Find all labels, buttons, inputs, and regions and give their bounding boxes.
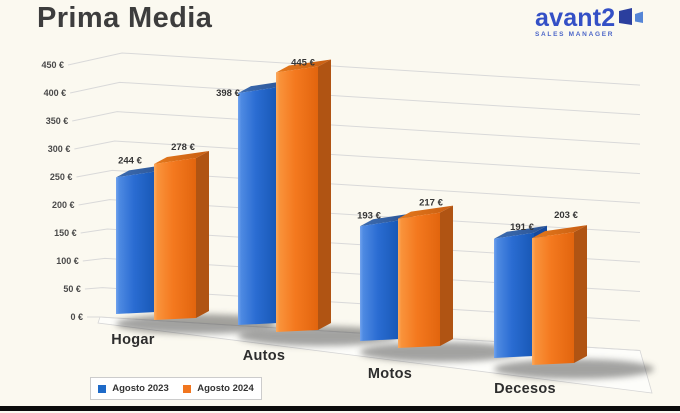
y-axis-tick-label: 250 € — [50, 172, 73, 182]
y-axis-tick-label: 400 € — [44, 88, 67, 98]
bar-value-label: 445 € — [291, 57, 315, 68]
grid-line — [72, 111, 641, 145]
bar-motos-agosto-2024-top-face — [398, 205, 453, 219]
bar-value-label: 191 € — [510, 222, 534, 233]
y-axis-tick-label: 0 € — [70, 312, 83, 322]
bar-value-label: 203 € — [554, 210, 578, 221]
y-axis-tick-label: 50 € — [63, 284, 81, 294]
bar-hogar-agosto-2023-front-face — [116, 171, 156, 314]
page-title: Prima Media — [37, 2, 213, 34]
grid-line — [84, 287, 641, 322]
bar-hogar-agosto-2024-side-face — [196, 150, 209, 318]
y-axis-tick-label: 200 € — [52, 200, 75, 210]
bar-value-label: 193 € — [357, 210, 381, 221]
bar-motos-agosto-2023-front-face — [360, 220, 400, 341]
bar-decesos-agosto-2023-top-face — [494, 225, 547, 239]
grid-line — [76, 169, 641, 204]
grid-line — [82, 257, 641, 293]
bar-motos-agosto-2024-side-face — [440, 205, 453, 346]
bar-autos-agosto-2023-front-face — [238, 87, 278, 326]
bar-value-label: 217 € — [419, 198, 443, 209]
bar-autos-agosto-2024-front-face — [276, 66, 318, 332]
y-axis-tick-label: 100 € — [56, 256, 79, 266]
legend-item-agosto-2024: Agosto 2024 — [183, 383, 254, 394]
logo-row: avant2 — [535, 4, 646, 32]
grid-line — [67, 52, 641, 86]
grid-line — [87, 316, 641, 351]
category-label-decesos: Decesos — [494, 381, 556, 397]
bar-decesos-agosto-2024-front-face — [532, 232, 574, 365]
category-label-motos: Motos — [368, 366, 412, 382]
category-label-hogar: Hogar — [111, 332, 154, 348]
logo: avant2 SALES MANAGER — [535, 6, 646, 38]
bar-autos-agosto-2024-top-face — [276, 59, 331, 73]
y-axis-tick-label: 300 € — [48, 144, 71, 154]
grid-line — [74, 140, 641, 175]
logo-subtitle: SALES MANAGER — [535, 31, 615, 38]
legend-label-agosto-2023: Agosto 2023 — [112, 383, 169, 394]
legend-swatch-agosto-2023 — [98, 384, 107, 393]
bar-motos-agosto-2023-top-face — [360, 213, 413, 227]
chart-legend: Agosto 2023 Agosto 2024 — [90, 377, 262, 400]
bar-autos-agosto-2024-side-face — [318, 59, 331, 330]
bar-decesos-agosto-2024-side-face — [574, 225, 587, 363]
y-axis-tick-label: 350 € — [46, 116, 69, 126]
bar-value-label: 398 € — [216, 88, 240, 99]
logo-mark-icon — [619, 8, 644, 25]
category-label-autos: Autos — [243, 348, 286, 364]
bar-value-label: 278 € — [171, 142, 195, 153]
bar-motos-agosto-2024-front-face — [398, 212, 440, 348]
bar-hogar-agosto-2024-top-face — [154, 150, 209, 164]
legend-item-agosto-2023: Agosto 2023 — [98, 383, 169, 394]
grid-line — [70, 81, 641, 116]
y-axis-tick-label: 150 € — [54, 228, 77, 238]
bar-value-label: 244 € — [118, 155, 142, 166]
bar-decesos-agosto-2023-front-face — [494, 232, 534, 358]
legend-label-agosto-2024: Agosto 2024 — [197, 383, 254, 394]
bar-hogar-agosto-2024-front-face — [154, 157, 196, 320]
bottom-border — [0, 406, 680, 411]
logo-text: avant2 — [535, 4, 616, 32]
grid-line — [78, 199, 641, 234]
bar-decesos-agosto-2024-top-face — [532, 225, 587, 239]
grid-line — [80, 228, 641, 263]
legend-swatch-agosto-2024 — [183, 384, 192, 393]
y-axis-tick-label: 450 € — [41, 60, 64, 70]
